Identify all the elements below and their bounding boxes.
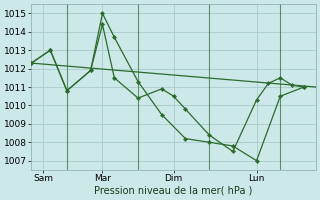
X-axis label: Pression niveau de la mer( hPa ): Pression niveau de la mer( hPa ) [94, 186, 253, 196]
